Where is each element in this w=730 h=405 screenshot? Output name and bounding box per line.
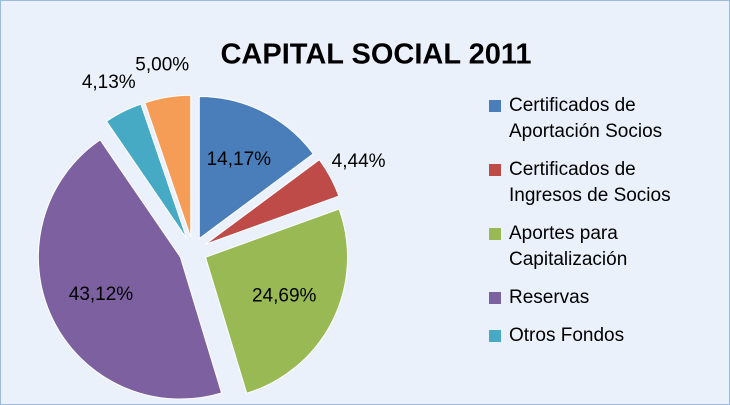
legend-item: Certificados de Aportación Socios (489, 93, 709, 145)
legend-item: Aportes para Capitalización (489, 221, 709, 273)
legend-label: Certificados de Aportación Socios (509, 95, 663, 142)
data-label: 43,12% (69, 284, 134, 305)
pie-slice (144, 94, 192, 238)
legend-item: Reservas (489, 285, 709, 311)
legend-label: Reservas (509, 287, 590, 308)
legend-swatch (489, 100, 501, 112)
legend: Certificados de Aportación Socios Certifi… (489, 93, 719, 361)
legend-item: Otros Fondos (489, 323, 709, 349)
chart-title: CAPITAL SOCIAL 2011 (220, 39, 531, 71)
legend-label: Certificados de Ingresos de Socios (509, 159, 671, 206)
legend-swatch (489, 292, 501, 304)
pie-slice (37, 139, 223, 400)
pie-slice (205, 158, 340, 245)
legend-item: Certificados de Ingresos de Socios (489, 157, 709, 209)
legend-swatch (489, 164, 501, 176)
data-label: 5,00% (135, 55, 189, 76)
pie-slice (198, 95, 314, 240)
data-label: 4,13% (82, 72, 136, 93)
pie-slice (204, 208, 349, 394)
legend-swatch (489, 330, 501, 342)
legend-label: Otros Fondos (509, 325, 625, 346)
data-label: 24,69% (252, 286, 317, 307)
pie-slice (105, 103, 188, 239)
data-label: 14,17% (207, 149, 272, 170)
legend-swatch (489, 228, 501, 240)
legend-label: Aportes para Capitalización (509, 223, 628, 270)
data-label: 4,44% (332, 151, 386, 172)
